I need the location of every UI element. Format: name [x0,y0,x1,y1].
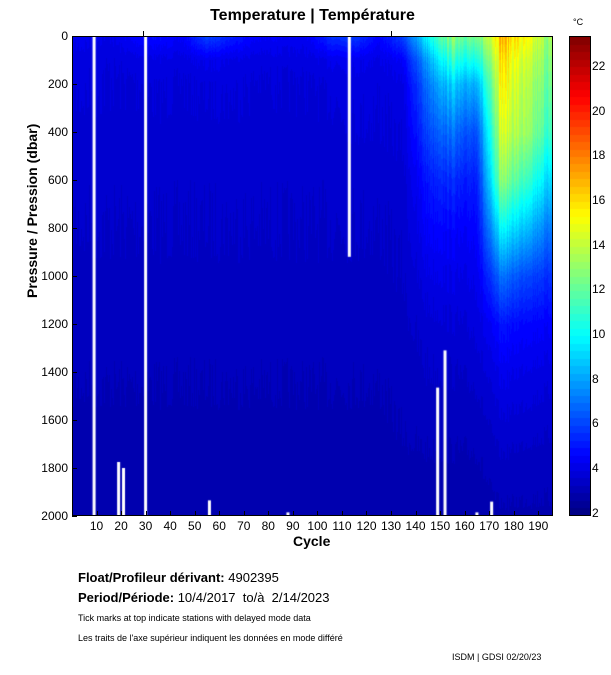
y-tick [72,132,77,133]
y-tick [72,276,77,277]
x-tick [341,511,343,516]
y-tick [72,36,77,37]
colorbar-tick-label: 12 [592,282,606,297]
x-tick-label: 180 [503,519,524,533]
note-french: Les traits de l'axe supérieur indiquent … [78,633,343,643]
y-tick [72,372,77,373]
x-tick-label: 70 [237,519,251,533]
y-tick-label: 0 [61,29,68,43]
x-tick-label: 20 [114,519,128,533]
y-tick-label: 1400 [41,365,68,379]
x-tick-label: 90 [286,519,300,533]
temperature-heatmap [72,36,553,516]
x-axis-label: Cycle [293,533,331,549]
y-tick-label: 1800 [41,461,68,475]
period-info: Period/Période: 10/4/2017 to/à 2/14/2023 [78,590,330,605]
y-tick [72,324,77,325]
x-tick [538,511,540,516]
colorbar-tick-label: 2 [592,505,599,520]
x-tick [440,511,442,516]
chart-title: Temperature | Température [210,7,415,24]
x-tick [391,511,393,516]
x-tick-label: 30 [138,519,153,533]
x-tick-label: 160 [454,519,475,533]
x-tick [96,511,98,516]
colorbar-tick-label: 22 [592,59,606,74]
float-id: 4902395 [228,570,279,585]
credit-text: ISDM | GDSI 02/20/23 [452,652,542,662]
y-tick [72,84,77,85]
colorbar-tick-label: 14 [592,237,606,252]
colorbar-tick-label: 6 [592,416,599,431]
x-tick-label: 130 [381,519,402,533]
float-info: Float/Profileur dérivant: 4902395 [78,570,279,585]
x-tick [292,511,294,516]
y-tick-label: 800 [47,221,68,235]
x-tick [243,511,245,516]
y-tick [72,180,77,181]
x-tick [513,511,515,516]
x-tick [170,511,172,516]
colorbar-tick-label: 16 [592,193,606,208]
colorbar-tick-label: 10 [592,327,606,342]
y-tick-label: 2000 [41,509,68,523]
y-tick-label: 1200 [41,317,68,331]
delayed-mode-tick [143,31,145,36]
y-tick-label: 1600 [41,413,68,427]
y-tick-label: 600 [47,173,68,187]
y-tick-label: 400 [47,125,68,139]
x-tick [121,511,123,516]
y-tick-label: 200 [47,77,68,91]
x-tick [366,511,368,516]
colorbar-unit: °C [573,17,584,27]
colorbar [569,36,591,516]
x-tick-label: 120 [356,519,377,533]
float-label: Float/Profileur dérivant: [78,570,225,585]
y-tick [72,420,77,421]
x-tick [268,511,270,516]
period-value: 10/4/2017 to/à 2/14/2023 [177,590,330,605]
x-tick [489,511,491,516]
x-tick-label: 110 [332,519,352,533]
period-label: Period/Période: [78,590,175,605]
x-tick [415,511,417,516]
colorbar-tick-label: 20 [592,103,606,118]
y-axis-label: Pressure / Pression (dbar) [24,123,40,298]
x-tick-label: 80 [261,519,275,533]
x-tick-label: 40 [163,519,177,533]
x-tick-label: 150 [430,519,451,533]
delayed-mode-tick [391,31,393,36]
x-tick-label: 100 [307,519,328,533]
x-tick-label: 170 [479,519,500,533]
x-tick-label: 50 [188,519,202,533]
y-tick-label: 1000 [41,269,68,283]
x-tick [145,511,147,516]
colorbar-tick-label: 18 [592,148,606,163]
note-english: Tick marks at top indicate stations with… [78,613,311,623]
plot-frame [72,36,553,516]
x-tick [194,511,196,516]
colorbar-tick-label: 8 [592,371,599,386]
x-tick-label: 60 [212,519,226,533]
y-tick [72,468,77,469]
x-tick-label: 140 [405,519,426,533]
y-tick [72,228,77,229]
x-tick [317,511,319,516]
y-tick [72,516,77,517]
x-tick [219,511,221,516]
x-tick [464,511,466,516]
colorbar-tick-label: 4 [592,461,599,476]
x-tick-label: 190 [528,519,549,533]
x-tick-label: 10 [89,519,104,533]
